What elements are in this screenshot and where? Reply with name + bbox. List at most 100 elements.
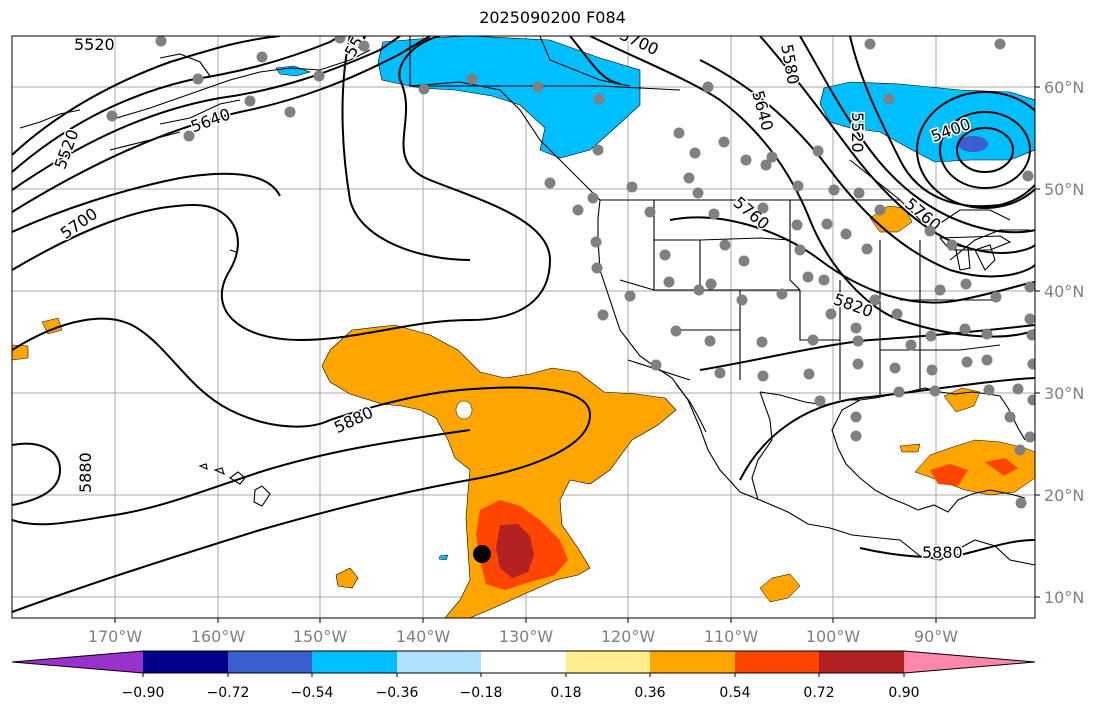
station-marker bbox=[593, 93, 605, 105]
lat-label: 60°N bbox=[1044, 78, 1084, 97]
map-title: 2025090200 F084 bbox=[479, 8, 626, 27]
colorbar-extend-high bbox=[904, 651, 1035, 673]
station-marker bbox=[803, 368, 815, 380]
station-marker bbox=[670, 325, 682, 337]
longitude-labels: 170°W 160°W 150°W 140°W 130°W 120°W 110°… bbox=[88, 627, 958, 646]
station-marker bbox=[757, 370, 769, 382]
station-marker bbox=[704, 335, 716, 347]
station-marker bbox=[358, 40, 370, 52]
colorbar-tick-label: −0.90 bbox=[122, 685, 165, 701]
colorbar-tick-label: 0.36 bbox=[634, 685, 665, 701]
station-marker bbox=[852, 335, 864, 347]
station-marker bbox=[994, 38, 1006, 50]
station-marker bbox=[960, 278, 972, 290]
contour-label: 5520 bbox=[74, 35, 115, 54]
colorbar-bin bbox=[819, 651, 904, 673]
station-marker bbox=[946, 239, 958, 251]
station-marker bbox=[905, 339, 917, 351]
latitude-labels: 60°N 50°N 40°N 30°N 20°N 10°N bbox=[1044, 78, 1084, 607]
station-marker bbox=[864, 38, 876, 50]
station-marker bbox=[313, 70, 325, 82]
station-marker bbox=[592, 144, 604, 156]
colorbar-tick-label: 0.90 bbox=[888, 685, 919, 701]
lon-label: 120°W bbox=[601, 627, 656, 646]
station-marker bbox=[591, 262, 603, 274]
station-marker bbox=[828, 184, 840, 196]
station-marker bbox=[702, 81, 714, 93]
lat-label: 30°N bbox=[1044, 384, 1084, 403]
station-marker bbox=[807, 334, 819, 346]
colorbar-bin bbox=[143, 651, 228, 673]
station-marker bbox=[1024, 281, 1035, 293]
station-marker bbox=[983, 384, 995, 396]
station-marker bbox=[663, 276, 675, 288]
station-marker bbox=[861, 243, 873, 255]
colorbar-tick-label: 0.18 bbox=[550, 685, 581, 701]
colorbar-labels: −0.90 −0.72 −0.54 −0.36 −0.18 0.18 0.36 … bbox=[122, 685, 920, 701]
station-marker bbox=[644, 206, 656, 218]
lat-label: 10°N bbox=[1044, 588, 1084, 607]
station-marker bbox=[418, 83, 430, 95]
station-marker bbox=[466, 73, 478, 85]
station-marker bbox=[929, 385, 941, 397]
station-marker bbox=[683, 172, 695, 184]
colorbar-bin bbox=[481, 651, 566, 673]
station-marker bbox=[544, 177, 556, 189]
station-marker bbox=[106, 110, 118, 122]
station-marker bbox=[893, 386, 905, 398]
station-marker bbox=[961, 356, 973, 368]
station-marker bbox=[812, 145, 824, 157]
axis-ticks bbox=[114, 86, 1040, 623]
station-marker bbox=[155, 36, 167, 47]
station-marker bbox=[874, 204, 886, 216]
station-marker bbox=[891, 308, 903, 320]
station-marker bbox=[924, 225, 936, 237]
colorbar-extend-low bbox=[12, 651, 143, 673]
station-marker bbox=[840, 228, 852, 240]
station-marker bbox=[802, 271, 814, 283]
station-marker bbox=[889, 362, 901, 374]
station-marker bbox=[959, 323, 971, 335]
station-marker bbox=[183, 130, 195, 142]
station-marker bbox=[760, 159, 772, 171]
colorbar-tick-label: 0.72 bbox=[803, 685, 834, 701]
station-marker bbox=[850, 322, 862, 334]
lat-label: 40°N bbox=[1044, 282, 1084, 301]
lon-label: 170°W bbox=[88, 627, 143, 646]
station-marker bbox=[853, 187, 865, 199]
station-marker bbox=[719, 239, 731, 251]
colorbar-bin bbox=[228, 651, 312, 673]
station-marker bbox=[689, 147, 701, 159]
station-marker bbox=[791, 219, 803, 231]
station-marker bbox=[650, 359, 662, 371]
station-marker bbox=[192, 73, 204, 85]
lon-label: 160°W bbox=[191, 627, 246, 646]
station-marker bbox=[626, 181, 638, 193]
contour-label: 5880 bbox=[76, 452, 95, 493]
station-marker bbox=[572, 204, 584, 216]
station-marker bbox=[825, 308, 837, 320]
colorbar-tick-label: −0.54 bbox=[291, 685, 334, 701]
station-marker bbox=[776, 288, 788, 300]
station-marker bbox=[925, 330, 937, 342]
station-marker bbox=[1024, 313, 1035, 325]
station-marker bbox=[738, 255, 750, 267]
station-marker bbox=[587, 192, 599, 204]
station-marker bbox=[590, 236, 602, 248]
station-marker bbox=[714, 367, 726, 379]
station-marker bbox=[990, 291, 1002, 303]
station-marker bbox=[766, 151, 778, 163]
colorbar-bin bbox=[650, 651, 735, 673]
station-marker bbox=[597, 309, 609, 321]
storm-center-marker bbox=[473, 545, 491, 563]
station-marker bbox=[1024, 431, 1035, 443]
colorbar-bin bbox=[312, 651, 397, 673]
station-marker bbox=[1027, 394, 1035, 406]
station-marker bbox=[814, 395, 826, 407]
station-marker bbox=[718, 136, 730, 148]
station-marker bbox=[850, 430, 862, 442]
station-marker bbox=[659, 249, 671, 261]
station-marker bbox=[708, 208, 720, 220]
station-marker bbox=[736, 294, 748, 306]
